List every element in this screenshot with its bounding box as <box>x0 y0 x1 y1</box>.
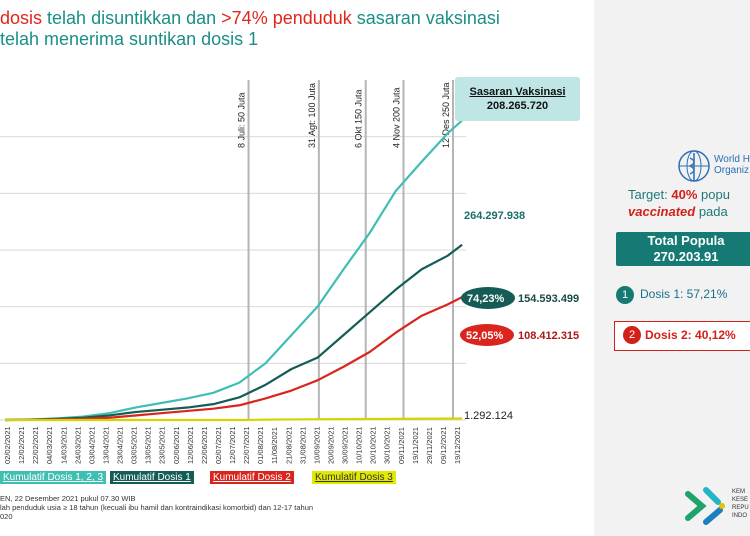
kemkes-text: KEM KESE REPU INDO <box>732 488 749 520</box>
dose1-row: 1 Dosis 1: 57,21% <box>616 286 727 304</box>
kemkes-l2: KESE <box>732 497 749 503</box>
target-pct: 40% <box>671 187 698 202</box>
legend-d2: Kumulatif Dosis 2 <box>210 471 294 484</box>
milestone-label: 4 Nov 200 Juta <box>391 87 401 148</box>
kemkes-l1: KEM <box>732 489 746 495</box>
x-tick-label: 04/03/2021 <box>45 426 54 464</box>
target-prefix: Target: <box>628 187 672 202</box>
right-panel <box>594 0 750 536</box>
x-tick-label: 10/10/2021 <box>355 426 364 464</box>
label-dosis1: 154.593.499 <box>518 293 579 305</box>
sasaran-value: 208.265.720 <box>486 100 549 112</box>
milestone-label: 31 Agt: 100 Juta <box>307 83 317 148</box>
legend-d1: Kumulatif Dosis 1 <box>110 471 194 484</box>
series-line <box>4 243 463 422</box>
x-tick-label: 29/11/2021 <box>425 427 434 464</box>
x-tick-label: 23/05/2021 <box>158 426 167 464</box>
x-tick-label: 12/02/2021 <box>17 426 26 464</box>
x-tick-label: 09/12/2021 <box>439 426 448 464</box>
x-tick-label: 19/12/2021 <box>453 426 462 464</box>
x-tick-label: 02/02/2021 <box>3 426 12 464</box>
title-line-2: telah menerima suntikan dosis 1 <box>0 29 259 49</box>
x-tick-label: 22/07/2021 <box>242 426 251 464</box>
x-tick-label: 09/11/2021 <box>397 427 406 464</box>
footnote: EN, 22 Desember 2021 pukul 07.30 WIB lah… <box>0 494 313 521</box>
x-tick-label: 20/09/2021 <box>326 426 335 464</box>
label-dosis3: 1.292.124 <box>464 410 513 422</box>
title-part-b: telah disuntikkan dan <box>42 8 222 28</box>
x-tick-label: 03/05/2021 <box>130 426 139 464</box>
x-tick-label: 21/08/2021 <box>284 426 293 464</box>
label-total: 264.297.938 <box>464 210 525 222</box>
x-tick-label: 12/06/2021 <box>186 426 195 464</box>
who-line2: Organiz <box>714 165 750 176</box>
target-vaccinated: vaccinated <box>628 204 696 219</box>
x-tick-label: 22/06/2021 <box>200 426 209 464</box>
milestone-label: 12 Des 250 Juta <box>441 82 451 148</box>
target-rest2: pada <box>695 204 728 219</box>
total-population-box: Total Popula 270.203.91 <box>616 232 750 266</box>
legend-d123: Kumulatif Dosis 1, 2, 3 <box>0 471 107 484</box>
x-tick-label: 10/09/2021 <box>312 426 321 464</box>
dose1-text: Dosis 1: 57,21% <box>640 287 728 302</box>
label-dosis2: 108.412.315 <box>518 330 579 342</box>
footnote-line3: 020 <box>0 512 13 521</box>
footnote-line1: EN, 22 Desember 2021 pukul 07.30 WIB <box>0 494 136 503</box>
population-label: Total Popula <box>647 233 725 248</box>
who-target: Target: 40% popu vaccinated pada <box>628 186 730 220</box>
label-dosis2-pct: 52,05% <box>466 330 504 342</box>
x-tick-label: 02/06/2021 <box>172 426 181 464</box>
legend-d3: Kumulatif Dosis 3 <box>312 471 396 484</box>
x-tick-label: 02/07/2021 <box>214 426 223 464</box>
x-tick-label: 30/10/2021 <box>383 426 392 464</box>
who-text: World H Organiz <box>714 154 750 176</box>
who-logo-icon <box>678 150 710 182</box>
vaccination-chart: 8 Juli: 50 Juta 31 Agt: 100 Juta 6 Okt 150… <box>0 80 579 464</box>
page-title: dosis telah disuntikkan dan >74% pendudu… <box>0 8 600 50</box>
milestone-label: 8 Juli: 50 Juta <box>237 92 247 148</box>
target-rest: popu <box>697 187 730 202</box>
x-tick-label: 14/03/2021 <box>59 426 68 464</box>
label-dosis1-pct: 74,23% <box>467 293 505 305</box>
dose2-text: Dosis 2: 40,12% <box>645 328 736 342</box>
series-line <box>4 119 463 422</box>
dose1-number: 1 <box>616 286 634 304</box>
population-value: 270.203.91 <box>653 249 719 264</box>
x-tick-label: 11/08/2021 <box>270 427 279 464</box>
kemkes-l4: INDO <box>732 513 747 519</box>
milestone-label: 6 Okt 150 Juta <box>354 89 364 148</box>
x-tick-label: 13/04/2021 <box>101 426 110 464</box>
title-part-d: sasaran vaksinasi <box>351 8 500 28</box>
footnote-line2: lah penduduk usia ≥ 18 tahun (kecuali ib… <box>0 503 314 512</box>
x-tick-label: 13/05/2021 <box>144 426 153 464</box>
x-tick-label: 24/03/2021 <box>73 426 82 464</box>
dose2-number: 2 <box>623 326 641 344</box>
title-part-a: dosis <box>0 8 43 28</box>
dose2-box: 2 Dosis 2: 40,12% <box>614 321 750 351</box>
x-tick-label: 19/11/2021 <box>411 427 420 464</box>
dosis1-pct-badge <box>461 287 515 309</box>
dosis2-pct-badge <box>460 324 514 346</box>
x-tick-label: 01/08/2021 <box>256 426 265 464</box>
x-tick-label: 12/07/2021 <box>228 426 237 464</box>
sasaran-box: Sasaran Vaksinasi 208.265.720 <box>455 77 580 121</box>
x-tick-label: 23/04/2021 <box>116 426 125 464</box>
who-line1: World H <box>714 154 750 165</box>
x-tick-label: 31/08/2021 <box>298 426 307 464</box>
x-tick-label: 30/09/2021 <box>341 426 350 464</box>
sasaran-label: Sasaran Vaksinasi <box>469 86 566 98</box>
title-part-c: >74% penduduk <box>221 8 352 28</box>
x-tick-label: 03/04/2021 <box>87 426 96 464</box>
kemkes-logo-icon <box>685 487 725 525</box>
series-line <box>5 417 463 422</box>
series-line <box>4 296 463 422</box>
x-tick-label: 22/02/2021 <box>31 426 40 464</box>
kemkes-l3: REPU <box>732 505 749 511</box>
x-tick-label: 20/10/2021 <box>369 426 378 464</box>
